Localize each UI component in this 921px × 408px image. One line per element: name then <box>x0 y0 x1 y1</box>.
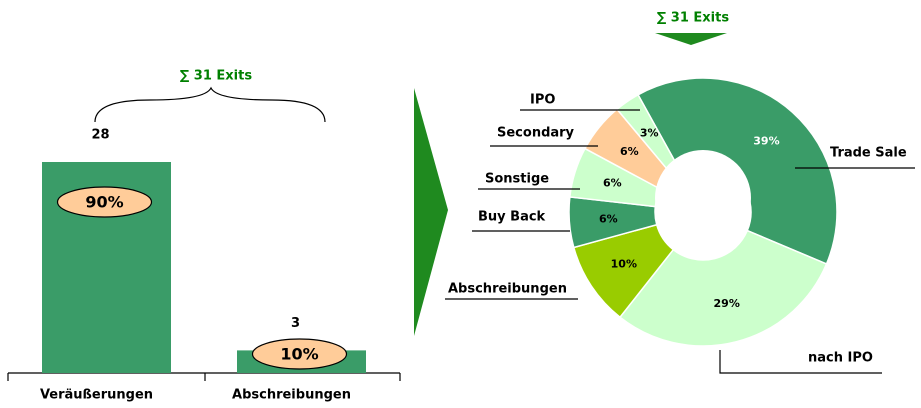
slice-label: 3% <box>640 127 659 140</box>
share-label: 90% <box>85 193 123 212</box>
category-label: IPO <box>530 93 555 108</box>
slice-label: 6% <box>603 177 622 190</box>
share-label: 10% <box>280 345 318 364</box>
slice-label: 29% <box>714 297 740 310</box>
category-label: Abschreibungen <box>448 282 567 297</box>
slice-label: 6% <box>599 212 618 225</box>
share-oval <box>251 338 348 370</box>
slice-label: 39% <box>753 134 779 147</box>
share-oval <box>56 186 153 218</box>
category-label: Abschreibungen <box>232 388 351 403</box>
slice-label: 10% <box>611 257 637 270</box>
leader-line <box>719 350 882 374</box>
donut-annotation: ∑ 31 Exits <box>657 11 729 26</box>
value-label: 3 <box>291 316 300 331</box>
category-label: Trade Sale <box>830 146 907 161</box>
category-label: nach IPO <box>808 351 873 366</box>
value-label: 28 <box>91 128 109 143</box>
arrow <box>414 88 448 336</box>
down-arrow <box>655 33 727 45</box>
slice-label: 6% <box>620 145 639 158</box>
brace <box>94 86 326 123</box>
category-label: Buy Back <box>478 210 546 225</box>
category-label: Veräußerungen <box>40 388 153 403</box>
donut-hole <box>655 150 751 246</box>
category-label: Sonstige <box>485 172 549 187</box>
category-label: Secondary <box>497 126 575 141</box>
bar-annotation: ∑ 31 Exits <box>180 69 252 84</box>
donut-slice <box>618 229 828 347</box>
